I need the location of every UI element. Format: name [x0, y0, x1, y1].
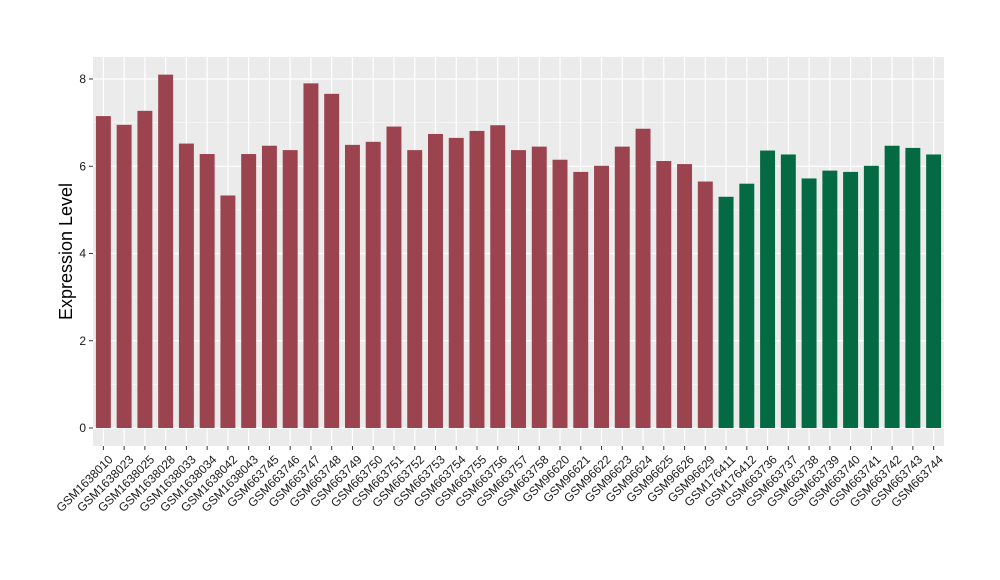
bar: [905, 147, 921, 429]
bar: [843, 171, 859, 428]
x-axis: GSM1638010GSM1638023GSM1638025GSM1638028…: [53, 446, 946, 515]
bar: [656, 161, 672, 428]
bar: [344, 144, 360, 428]
bar: [220, 195, 236, 428]
bars: [95, 74, 942, 429]
bar: [407, 150, 423, 428]
bar: [614, 146, 630, 428]
y-tick-label: 4: [79, 247, 86, 261]
bar: [386, 126, 402, 429]
bar: [511, 150, 526, 428]
bar: [199, 154, 215, 428]
bar: [552, 159, 568, 429]
bar: [697, 181, 713, 428]
y-tick-label: 6: [79, 159, 86, 173]
bar: [573, 171, 589, 428]
bar: [822, 170, 838, 429]
bar: [282, 150, 298, 428]
bar: [531, 146, 547, 428]
bar: [780, 154, 796, 428]
bar: [863, 165, 879, 428]
bar: [739, 183, 755, 428]
bar: [760, 150, 776, 429]
y-axis-title: Expression Level: [56, 183, 76, 320]
bar: [158, 74, 174, 428]
bar: [801, 178, 817, 428]
y-tick-label: 0: [79, 421, 86, 435]
y-tick-label: 2: [79, 334, 86, 348]
bar: [594, 165, 609, 428]
bar: [635, 128, 651, 429]
bar: [303, 83, 319, 429]
bar: [365, 141, 381, 428]
bar: [324, 93, 340, 429]
y-tick-label: 8: [79, 72, 86, 86]
bar: [677, 164, 693, 428]
bar: [926, 154, 942, 428]
bar: [884, 145, 900, 428]
bar: [428, 133, 443, 428]
bar: [490, 125, 506, 429]
bar: [137, 110, 153, 428]
bar: [178, 143, 194, 428]
bar: [718, 196, 734, 428]
bar: [95, 116, 111, 429]
bar: [241, 154, 257, 428]
bar: [448, 137, 464, 429]
bar: [261, 145, 277, 428]
bar: [469, 130, 485, 428]
bar: [116, 124, 132, 429]
y-axis: 0 2 4 6 8: [79, 72, 93, 435]
